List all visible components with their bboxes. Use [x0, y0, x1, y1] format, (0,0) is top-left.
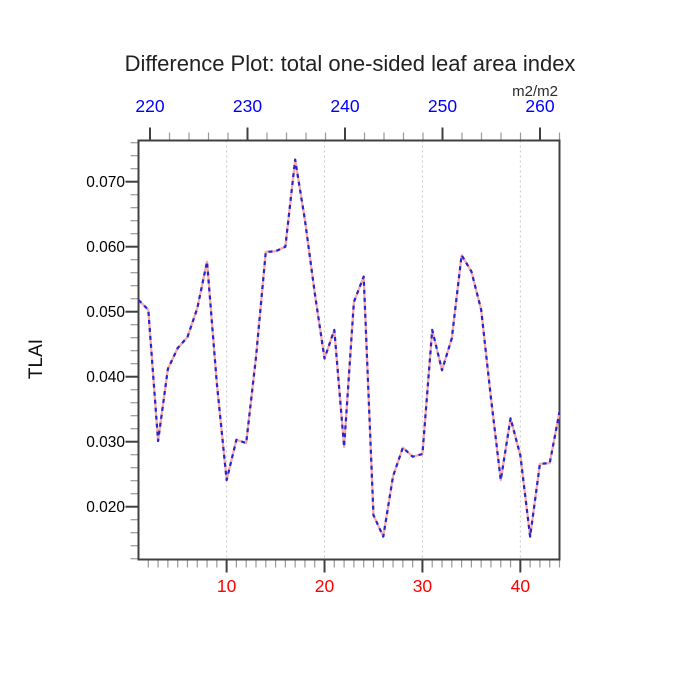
bottom-tick-label: 30 [413, 576, 433, 596]
left-tick-label: 0.030 [86, 434, 125, 451]
left-tick-label: 0.060 [86, 239, 125, 256]
top-tick-label: 220 [135, 96, 164, 116]
top-tick-label: 230 [233, 96, 262, 116]
top-axis-units-label: m2/m2 [512, 83, 558, 100]
left-tick-label: 0.050 [86, 304, 125, 321]
left-tick-label: 0.020 [86, 499, 125, 516]
top-tick-label: 250 [428, 96, 457, 116]
plot-frame [137, 139, 561, 561]
bottom-tick-label: 10 [217, 576, 237, 596]
bottom-tick-label: 20 [315, 576, 335, 596]
left-tick-label: 0.070 [86, 174, 125, 191]
difference-line-1 [137, 158, 561, 538]
left-tick-label: 0.040 [86, 369, 125, 386]
difference-line-2 [137, 158, 561, 538]
top-tick-label: 260 [525, 96, 554, 116]
bottom-tick-label: 40 [511, 576, 531, 596]
top-tick-label: 240 [330, 96, 359, 116]
plot-title: Difference Plot: total one-sided leaf ar… [124, 51, 576, 76]
